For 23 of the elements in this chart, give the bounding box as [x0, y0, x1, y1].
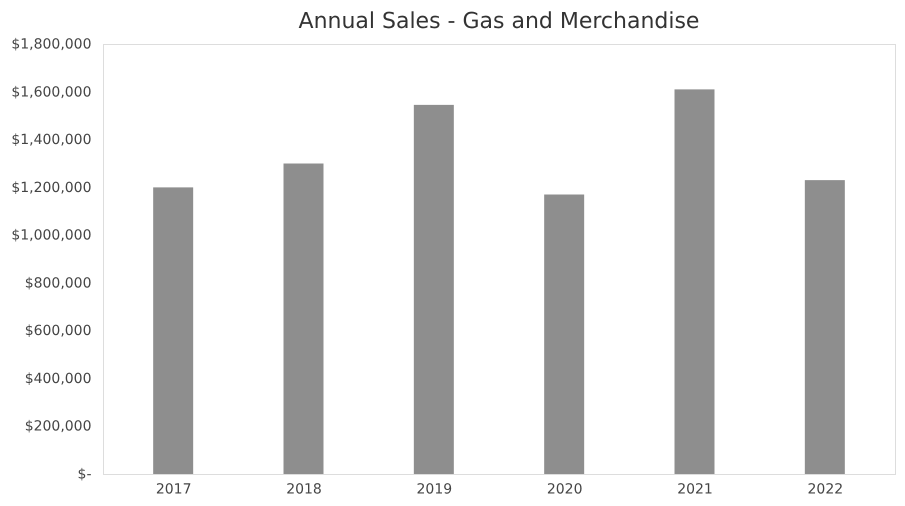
bar	[153, 187, 194, 474]
bar	[284, 163, 324, 474]
y-tick-label: $1,600,000	[11, 84, 92, 100]
x-tick-label: 2022	[808, 482, 844, 498]
y-tick-label: $1,000,000	[11, 228, 92, 244]
x-tick-label: 2018	[286, 482, 322, 498]
y-tick-label: $200,000	[24, 418, 92, 435]
chart-title: Annual Sales - Gas and Merchandise	[298, 9, 700, 34]
bar	[544, 194, 584, 474]
x-tick-label: 2019	[416, 482, 452, 498]
x-tick-label: 2017	[156, 482, 192, 498]
y-tick-label: $1,400,000	[11, 132, 92, 148]
y-tick-label: $1,800,000	[11, 36, 92, 52]
bar	[414, 104, 454, 474]
y-tick-label: $1,200,000	[11, 180, 92, 196]
bar	[804, 180, 845, 474]
bar	[674, 89, 714, 474]
x-tick-label: 2020	[546, 482, 582, 498]
x-tick-label: 2021	[677, 482, 713, 498]
y-tick-label: $600,000	[24, 323, 92, 340]
y-tick-label: $-	[78, 466, 92, 482]
y-tick-label: $800,000	[24, 275, 92, 292]
y-tick-label: $400,000	[24, 370, 92, 387]
